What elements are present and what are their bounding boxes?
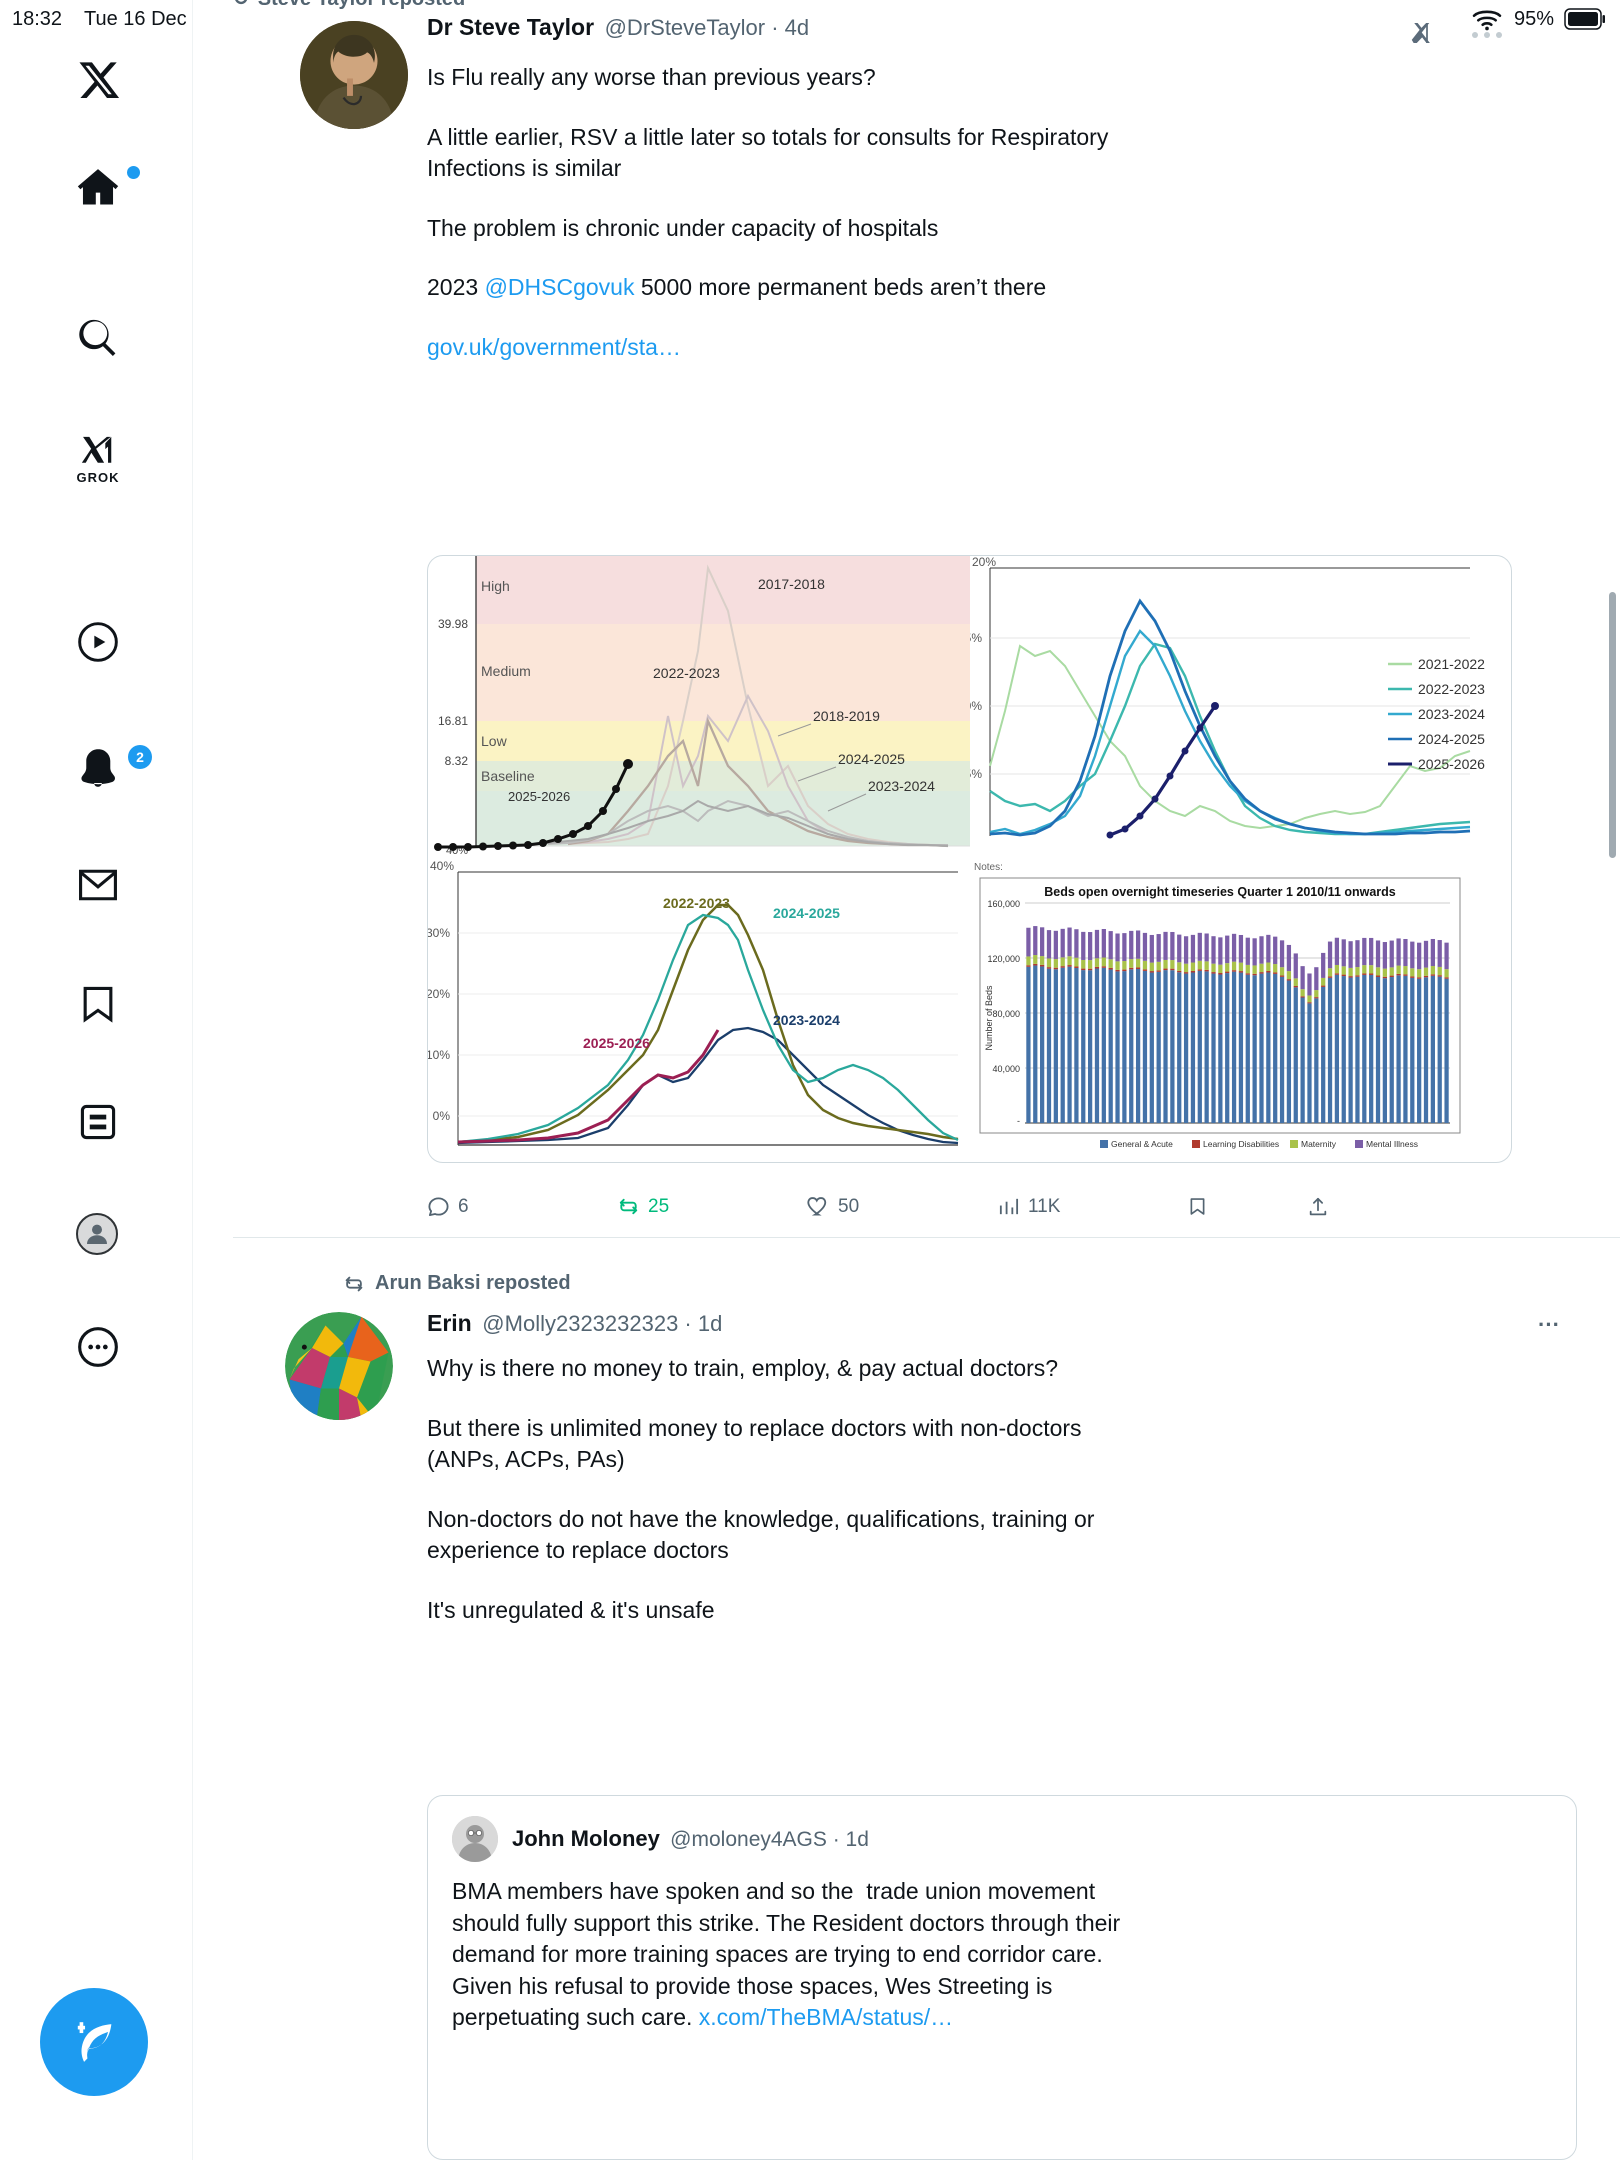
svg-text:Notes:: Notes: [974, 862, 1003, 873]
svg-text:2023-2024: 2023-2024 [773, 1012, 840, 1028]
svg-text:5%: 5% [970, 767, 982, 781]
svg-text:2022-2023: 2022-2023 [1418, 681, 1485, 697]
svg-text:Maternity: Maternity [1301, 1139, 1337, 1149]
svg-text:15%: 15% [970, 631, 982, 645]
svg-text:Low: Low [481, 733, 508, 749]
svg-text:16.81: 16.81 [438, 714, 468, 728]
svg-text:-: - [1017, 1116, 1020, 1126]
svg-text:2023-2024: 2023-2024 [868, 778, 935, 794]
svg-text:40%: 40% [430, 860, 454, 873]
svg-text:High: High [481, 578, 510, 594]
svg-text:General & Acute: General & Acute [1111, 1139, 1173, 1149]
svg-text:Beds open overnight timeseries: Beds open overnight timeseries Quarter 1… [1044, 885, 1396, 899]
svg-text:2023-2024: 2023-2024 [1418, 706, 1485, 722]
svg-text:2025-2026: 2025-2026 [508, 789, 570, 804]
svg-text:120,000: 120,000 [987, 954, 1020, 964]
svg-text:2025-2026: 2025-2026 [1418, 756, 1485, 772]
svg-text:Learning Disabilities: Learning Disabilities [1203, 1139, 1279, 1149]
svg-text:10%: 10% [428, 1048, 450, 1062]
svg-text:2025-2026: 2025-2026 [583, 1035, 650, 1051]
svg-text:30%: 30% [428, 926, 450, 940]
svg-text:2024-2025: 2024-2025 [838, 751, 905, 767]
svg-text:0%: 0% [433, 1109, 451, 1123]
svg-text:2017-2018: 2017-2018 [758, 576, 825, 592]
svg-text:2022-2023: 2022-2023 [663, 895, 730, 911]
svg-text:39.98: 39.98 [438, 617, 468, 631]
svg-text:Number of Beds: Number of Beds [984, 985, 994, 1051]
svg-text:2024-2025: 2024-2025 [1418, 731, 1485, 747]
svg-text:2022-2023: 2022-2023 [653, 665, 720, 681]
svg-text:8.32: 8.32 [445, 754, 469, 768]
svg-text:Mental Illness: Mental Illness [1366, 1139, 1418, 1149]
svg-text:2018-2019: 2018-2019 [813, 708, 880, 724]
svg-text:Baseline: Baseline [481, 768, 535, 784]
svg-text:2021-2022: 2021-2022 [1418, 656, 1485, 672]
svg-text:20%: 20% [972, 556, 996, 569]
svg-text:10%: 10% [970, 699, 982, 713]
svg-text:40,000: 40,000 [992, 1064, 1020, 1074]
svg-text:Medium: Medium [481, 663, 531, 679]
svg-text:160,000: 160,000 [987, 899, 1020, 909]
svg-text:80,000: 80,000 [992, 1009, 1020, 1019]
svg-text:2024-2025: 2024-2025 [773, 905, 840, 921]
svg-text:20%: 20% [428, 987, 450, 1001]
